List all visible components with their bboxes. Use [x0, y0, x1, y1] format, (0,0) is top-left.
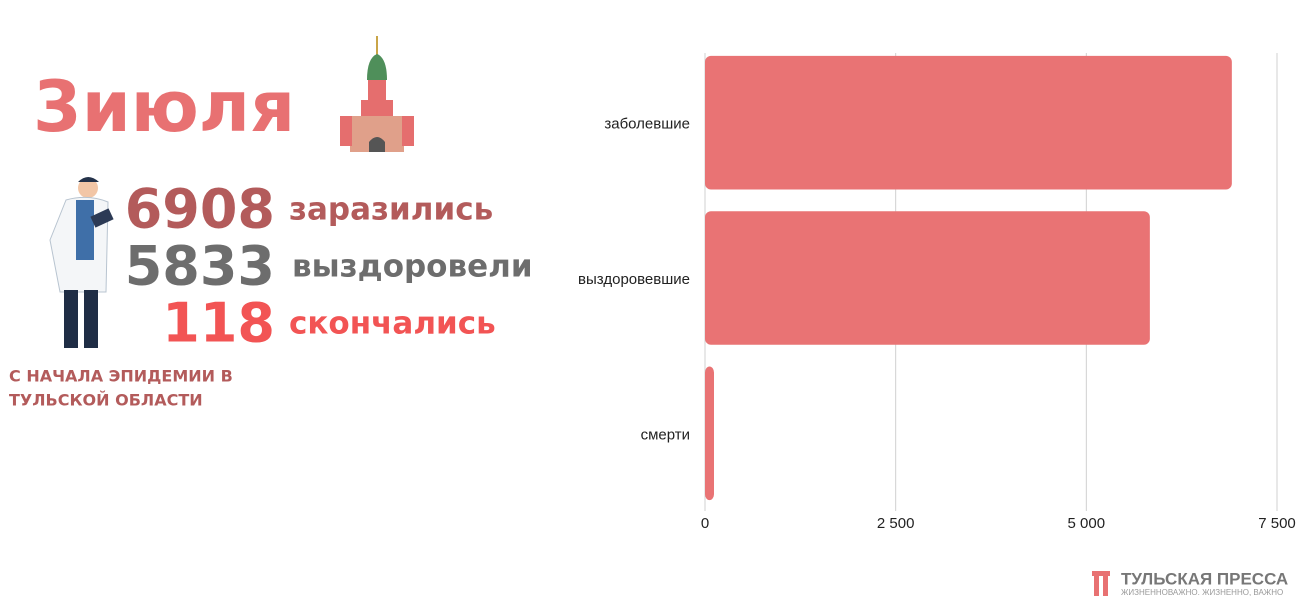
y-tick-label: заболевшие — [604, 116, 690, 133]
bar — [705, 55, 1232, 190]
title: 3июля — [33, 66, 295, 148]
stat-label: выздоровели — [292, 249, 533, 285]
doctor-illustration — [49, 177, 114, 348]
x-tick-label: 0 — [701, 515, 709, 532]
y-tick-label: смерти — [641, 426, 690, 443]
y-tick-label: выздоровевшие — [578, 271, 690, 288]
stat-number: 6908 — [125, 178, 275, 241]
stat-number: 118 — [162, 292, 275, 355]
note-line: ТУЛЬСКОЙ ОБЛАСТИ — [9, 391, 203, 410]
bar — [705, 366, 714, 501]
stat-number: 5833 — [125, 235, 275, 298]
x-tick-label: 7 500 — [1258, 515, 1296, 532]
bar — [705, 211, 1150, 345]
logo-name: ТУЛЬСКАЯ ПРЕССА — [1121, 569, 1288, 588]
stat-label: скончались — [289, 306, 496, 342]
x-tick-label: 2 500 — [877, 515, 915, 532]
logo: ТУЛЬСКАЯ ПРЕССА ЖИЗНЕННОВАЖНО. ЖИЗНЕННО,… — [1092, 569, 1288, 597]
x-tick-label: 5 000 — [1068, 515, 1106, 532]
tower-illustration — [340, 36, 414, 152]
stat-label: заразились — [289, 192, 493, 228]
note-line: С НАЧАЛА ЭПИДЕМИИ В — [9, 367, 233, 386]
logo-tagline: ЖИЗНЕННОВАЖНО. ЖИЗНЕННО, ВАЖНО — [1121, 588, 1283, 597]
